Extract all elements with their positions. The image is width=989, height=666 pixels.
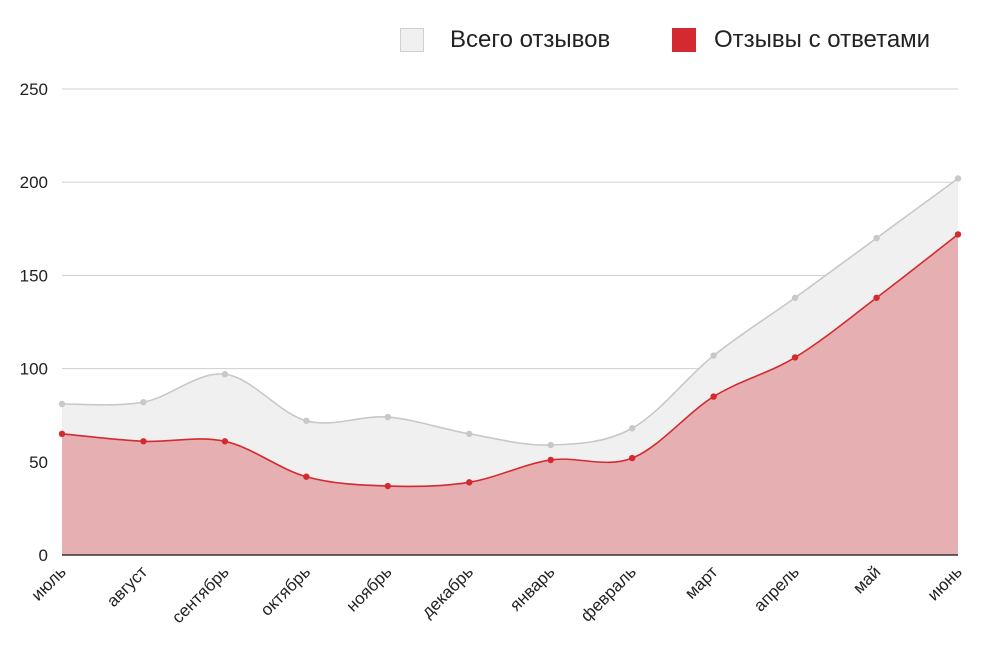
x-tick-label: декабрь (418, 562, 477, 621)
data-point[interactable] (628, 425, 636, 432)
x-tick-label: апрель (750, 562, 803, 615)
data-point[interactable] (384, 482, 392, 490)
data-point[interactable] (954, 231, 962, 238)
data-point[interactable] (303, 473, 310, 480)
data-point[interactable] (140, 438, 147, 445)
legend-answered-label: Отзывы с ответами (714, 26, 931, 53)
x-tick-label: август (103, 562, 151, 610)
x-tick-label: октябрь (257, 562, 314, 619)
series-area-1 (62, 234, 958, 555)
legend-answered[interactable]: Отзывы с ответами (672, 22, 930, 58)
data-point[interactable] (384, 413, 392, 421)
data-point[interactable] (954, 175, 962, 182)
x-tick-label: июнь (924, 562, 966, 604)
y-tick-label: 0 (39, 546, 48, 565)
series-line-1 (61, 233, 959, 488)
legend-total-label: Всего отзывов (450, 26, 611, 53)
data-point[interactable] (58, 400, 66, 408)
x-tick-label: ноябрь (343, 562, 396, 615)
data-point[interactable] (710, 393, 717, 400)
x-tick-label: май (849, 562, 884, 597)
data-point[interactable] (303, 417, 310, 424)
legend-total-swatch (400, 28, 424, 52)
data-point[interactable] (58, 430, 66, 438)
series-areas (62, 178, 958, 555)
y-tick-label: 200 (20, 173, 48, 192)
data-point[interactable] (221, 438, 229, 445)
data-point[interactable] (873, 294, 880, 301)
data-point[interactable] (140, 398, 147, 406)
x-tick-label: март (681, 562, 721, 602)
legend-total[interactable]: Всего отзывов (400, 22, 610, 58)
x-tick-label: февраль (577, 562, 640, 625)
y-tick-label: 50 (29, 453, 48, 472)
y-tick-label: 150 (20, 266, 48, 285)
data-point[interactable] (547, 441, 554, 449)
data-point[interactable] (221, 370, 229, 378)
x-tick-label: июль (28, 562, 70, 604)
x-tick-label: январь (506, 562, 559, 615)
series-points (58, 175, 962, 490)
data-point[interactable] (791, 294, 799, 301)
x-tick-label: сентябрь (168, 562, 233, 627)
data-point[interactable] (791, 354, 799, 361)
legend-answered-swatch (672, 28, 696, 52)
y-axis-ticks: 0 50 100 150 200 250 (20, 80, 48, 565)
y-tick-label: 250 (20, 80, 48, 99)
data-point[interactable] (547, 456, 554, 464)
data-point[interactable] (873, 234, 880, 242)
x-axis-ticks: июль август сентябрь октябрь ноябрь декабрь ян… (28, 562, 966, 627)
data-point[interactable] (466, 479, 473, 486)
y-tick-label: 100 (20, 360, 48, 379)
data-point[interactable] (466, 430, 473, 438)
data-point[interactable] (710, 352, 717, 359)
data-point[interactable] (628, 454, 636, 462)
